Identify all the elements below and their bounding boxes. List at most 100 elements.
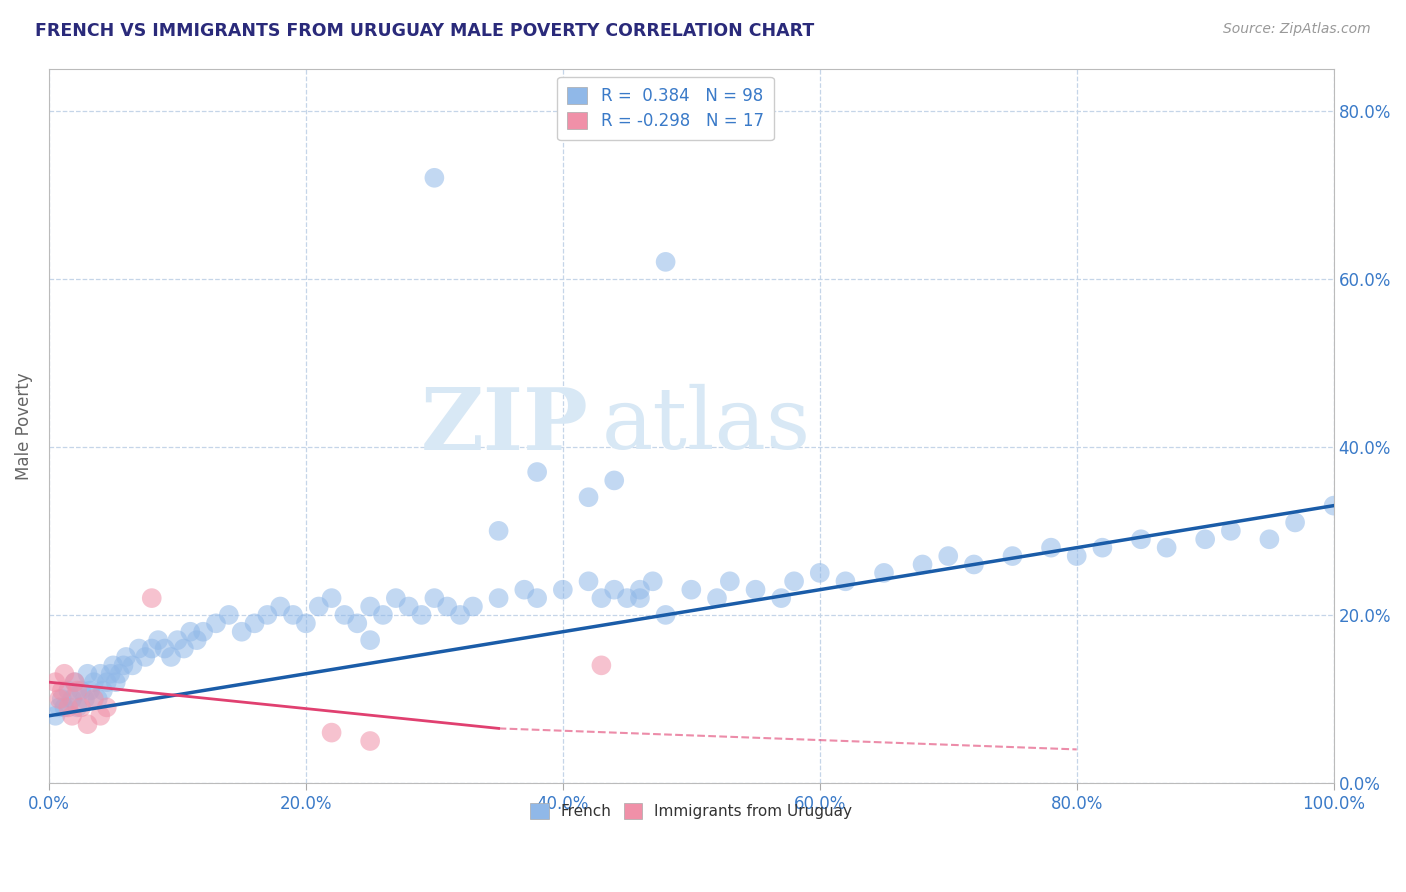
- Point: [70, 683, 93, 698]
- Point: [654, 255, 676, 269]
- Text: Source: ZipAtlas.com: Source: ZipAtlas.com: [1223, 22, 1371, 37]
- Point: [371, 607, 394, 622]
- Point: [591, 591, 613, 606]
- Text: FRENCH VS IMMIGRANTS FROM URUGUAY MALE POVERTY CORRELATION CHART: FRENCH VS IMMIGRANTS FROM URUGUAY MALE P…: [35, 22, 814, 40]
- Point: [89, 666, 111, 681]
- Point: [936, 549, 959, 563]
- Point: [66, 683, 89, 698]
- Point: [186, 633, 208, 648]
- Point: [121, 658, 143, 673]
- Point: [641, 574, 664, 589]
- Text: ZIP: ZIP: [420, 384, 589, 467]
- Point: [128, 641, 150, 656]
- Point: [269, 599, 291, 614]
- Point: [718, 574, 741, 589]
- Point: [1323, 499, 1346, 513]
- Point: [73, 692, 96, 706]
- Point: [205, 616, 228, 631]
- Point: [1258, 533, 1281, 547]
- Point: [53, 700, 76, 714]
- Point: [1091, 541, 1114, 555]
- Point: [578, 490, 600, 504]
- Point: [58, 700, 80, 714]
- Point: [79, 683, 101, 698]
- Point: [359, 599, 381, 614]
- Point: [48, 700, 70, 714]
- Point: [911, 558, 934, 572]
- Point: [60, 708, 83, 723]
- Point: [873, 566, 896, 580]
- Point: [461, 599, 484, 614]
- Point: [1156, 541, 1178, 555]
- Point: [706, 591, 728, 606]
- Point: [115, 649, 138, 664]
- Point: [51, 692, 73, 706]
- Point: [218, 607, 240, 622]
- Point: [87, 692, 110, 706]
- Point: [770, 591, 793, 606]
- Point: [578, 574, 600, 589]
- Point: [103, 658, 125, 673]
- Point: [321, 591, 343, 606]
- Point: [359, 633, 381, 648]
- Point: [63, 675, 86, 690]
- Point: [1194, 533, 1216, 547]
- Point: [591, 658, 613, 673]
- Point: [91, 683, 114, 698]
- Point: [70, 700, 93, 714]
- Point: [603, 474, 626, 488]
- Point: [83, 692, 105, 706]
- Point: [681, 582, 703, 597]
- Point: [1219, 524, 1241, 538]
- Y-axis label: Male Poverty: Male Poverty: [15, 372, 32, 480]
- Point: [66, 700, 89, 714]
- Point: [488, 524, 510, 538]
- Legend: French, Immigrants from Uruguay: French, Immigrants from Uruguay: [524, 797, 859, 825]
- Point: [58, 683, 80, 698]
- Point: [526, 465, 548, 479]
- Point: [53, 666, 76, 681]
- Point: [83, 675, 105, 690]
- Point: [654, 607, 676, 622]
- Point: [333, 607, 356, 622]
- Point: [963, 558, 986, 572]
- Point: [551, 582, 574, 597]
- Point: [51, 683, 73, 698]
- Point: [783, 574, 806, 589]
- Point: [166, 633, 188, 648]
- Point: [449, 607, 471, 622]
- Point: [808, 566, 831, 580]
- Point: [48, 692, 70, 706]
- Point: [141, 641, 163, 656]
- Text: atlas: atlas: [602, 384, 810, 467]
- Point: [1129, 533, 1152, 547]
- Point: [628, 582, 651, 597]
- Point: [385, 591, 408, 606]
- Point: [141, 591, 163, 606]
- Point: [359, 734, 381, 748]
- Point: [423, 591, 446, 606]
- Point: [321, 725, 343, 739]
- Point: [423, 170, 446, 185]
- Point: [526, 591, 548, 606]
- Point: [411, 607, 433, 622]
- Point: [744, 582, 766, 597]
- Point: [488, 591, 510, 606]
- Point: [44, 675, 66, 690]
- Point: [134, 649, 156, 664]
- Point: [104, 675, 127, 690]
- Point: [191, 624, 214, 639]
- Point: [295, 616, 318, 631]
- Point: [1284, 516, 1306, 530]
- Point: [256, 607, 278, 622]
- Point: [76, 666, 98, 681]
- Point: [76, 717, 98, 731]
- Point: [153, 641, 176, 656]
- Point: [146, 633, 169, 648]
- Point: [346, 616, 368, 631]
- Point: [231, 624, 253, 639]
- Point: [834, 574, 856, 589]
- Point: [308, 599, 330, 614]
- Point: [1001, 549, 1024, 563]
- Point: [173, 641, 195, 656]
